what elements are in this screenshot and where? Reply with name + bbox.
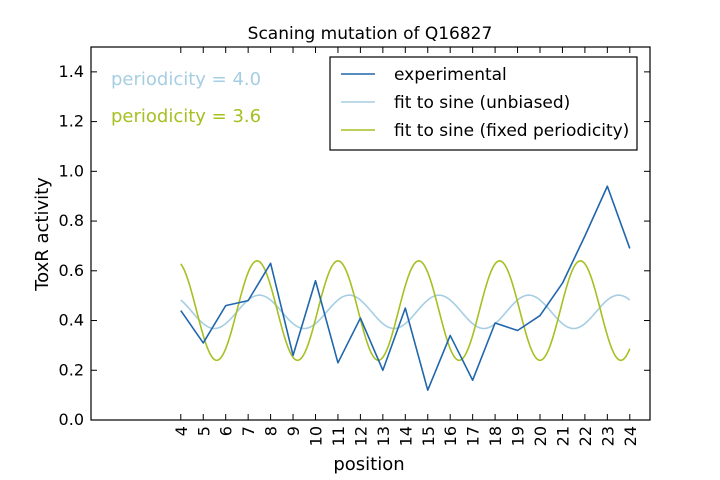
legend-box: [329, 56, 638, 151]
x-tick-label: 18: [486, 426, 505, 446]
y-tick-label: 1.2: [59, 112, 84, 131]
series-line-fit-to-sine-unbiased: [180, 294, 631, 330]
x-tick-label: 24: [621, 426, 640, 446]
legend-label-unbiased-fit: fit to sine (unbiased): [394, 93, 570, 113]
x-tick-label: 22: [576, 426, 595, 446]
x-axis-title: position: [333, 454, 404, 475]
legend-label-experimental: experimental: [394, 65, 507, 85]
x-tick-label: 23: [598, 426, 617, 446]
annotation-periodicity-fixed: periodicity = 3.6: [111, 106, 261, 127]
x-tick-label: 19: [509, 426, 528, 446]
y-tick-label: 1.4: [59, 62, 84, 81]
x-tick-label: 16: [441, 426, 460, 446]
plot-area: [180, 185, 631, 391]
plot-frame: [90, 46, 651, 421]
x-tick-label: 12: [351, 426, 370, 446]
x-tick-label: 11: [329, 426, 348, 446]
x-tick-label: 17: [464, 426, 483, 446]
legend: experimental fit to sine (unbiased) fit …: [329, 56, 638, 151]
x-tick-label: 4: [172, 426, 191, 436]
annotation-periodicity-unbiased: periodicity = 4.0: [111, 69, 261, 90]
y-tick-label: 0.2: [59, 360, 84, 379]
x-tick-label: 21: [553, 426, 572, 446]
x-tick-label: 13: [374, 426, 393, 446]
y-axis-title: ToxR activity: [32, 177, 53, 292]
legend-label-fixed-fit: fit to sine (fixed periodicity): [394, 121, 629, 141]
y-tick-label: 0.4: [59, 311, 84, 330]
series-line-experimental: [180, 185, 631, 391]
x-tick-label: 5: [194, 426, 213, 436]
x-tick-label: 8: [262, 426, 281, 436]
y-tick-label: 0.8: [59, 211, 84, 230]
x-tick-label: 7: [239, 426, 258, 436]
series-line-fit-to-sine-fixed-periodicity: [180, 260, 631, 362]
x-tick-label: 15: [419, 426, 438, 446]
x-tick-label: 10: [307, 426, 326, 446]
x-tick-label: 9: [284, 426, 303, 436]
x-tick-label: 14: [396, 426, 415, 446]
y-tick-label: 0.0: [59, 410, 84, 429]
x-tick-label: 6: [217, 426, 236, 436]
chart-title: Scaning mutation of Q16827: [248, 24, 493, 44]
y-tick-label: 0.6: [59, 261, 84, 280]
x-tick-label: 20: [531, 426, 550, 446]
y-tick-label: 1.0: [59, 161, 84, 180]
axis-ticks: 0.0 0.2 0.4 0.6 0.8 1.0 1.2 1.4 4 5 6 7 8 9 10 11 12 13 14…: [59, 47, 650, 446]
